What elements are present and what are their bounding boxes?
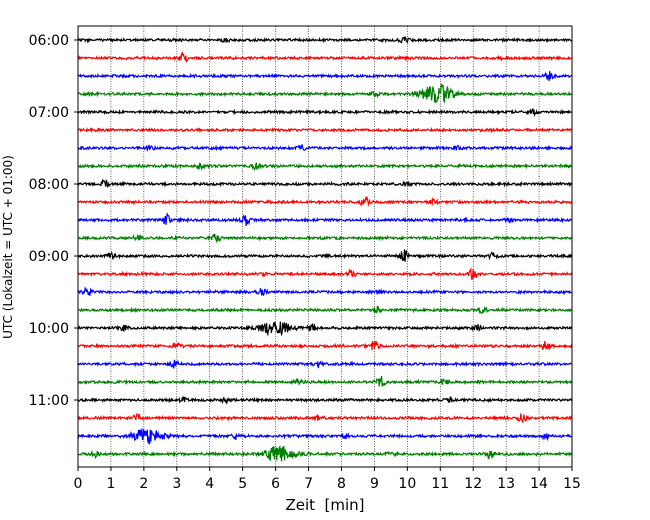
x-axis-label: Zeit [min]: [285, 496, 364, 514]
y-tick-label: 10:00: [29, 321, 69, 337]
trace-0945: [77, 305, 573, 315]
trace-0730: [77, 143, 573, 153]
trace-1015: [77, 340, 573, 351]
trace-0630: [77, 71, 573, 82]
trace-1000: [77, 321, 573, 337]
trace-0645: [77, 82, 573, 104]
trace-0600: [77, 36, 572, 44]
x-tick-label: 13: [497, 476, 515, 492]
trace-0830: [77, 212, 573, 226]
x-tick-label: 7: [304, 476, 313, 492]
trace-0815: [77, 195, 573, 207]
trace-0900: [77, 249, 573, 262]
x-tick-label: 3: [172, 476, 181, 492]
x-tick-label: 8: [337, 476, 346, 492]
x-tick-label: 15: [563, 476, 581, 492]
trace-0715: [77, 126, 573, 134]
trace-0930: [77, 286, 573, 297]
y-tick-label: 07:00: [29, 105, 69, 121]
trace-1100: [77, 396, 573, 406]
trace-0745: [77, 162, 573, 171]
y-axis-label: UTC (Lokalzeit = UTC + 01:00): [1, 155, 15, 339]
trace-0845: [77, 233, 573, 244]
trace-0800: [78, 178, 573, 188]
x-tick-label: 6: [271, 476, 280, 492]
trace-1045: [78, 375, 573, 387]
x-tick-label: 0: [74, 476, 83, 492]
y-tick-label: 08:00: [29, 177, 69, 193]
vertical-grid: [110, 26, 540, 467]
y-tick-label: 11:00: [29, 393, 69, 409]
trace-0915: [77, 266, 572, 281]
trace-1130: [77, 427, 573, 445]
trace-1145: [77, 444, 573, 462]
trace-0615: [77, 51, 573, 63]
x-axis-ticks: 0 1 2 3 4 5 6 7 8 9 10 11 12 13 14 15: [74, 467, 581, 492]
x-tick-label: 9: [370, 476, 379, 492]
x-tick-label: 14: [530, 476, 548, 492]
x-tick-label: 10: [398, 476, 416, 492]
x-tick-label: 2: [139, 476, 148, 492]
x-tick-label: 12: [464, 476, 482, 492]
seismogram-traces: [77, 36, 573, 462]
trace-1115: [77, 412, 573, 423]
x-tick-label: 4: [205, 476, 214, 492]
x-tick-label: 5: [238, 476, 247, 492]
trace-1030: [77, 359, 573, 369]
x-tick-label: 1: [106, 476, 115, 492]
trace-0700: [77, 108, 573, 118]
y-axis-ticks: 06:00 07:00 08:00 09:00 10:00 11:00: [29, 33, 78, 409]
plot-frame: [77, 25, 573, 468]
y-tick-label: 09:00: [29, 249, 69, 265]
x-tick-label: 11: [431, 476, 449, 492]
y-tick-label: 06:00: [29, 33, 69, 49]
